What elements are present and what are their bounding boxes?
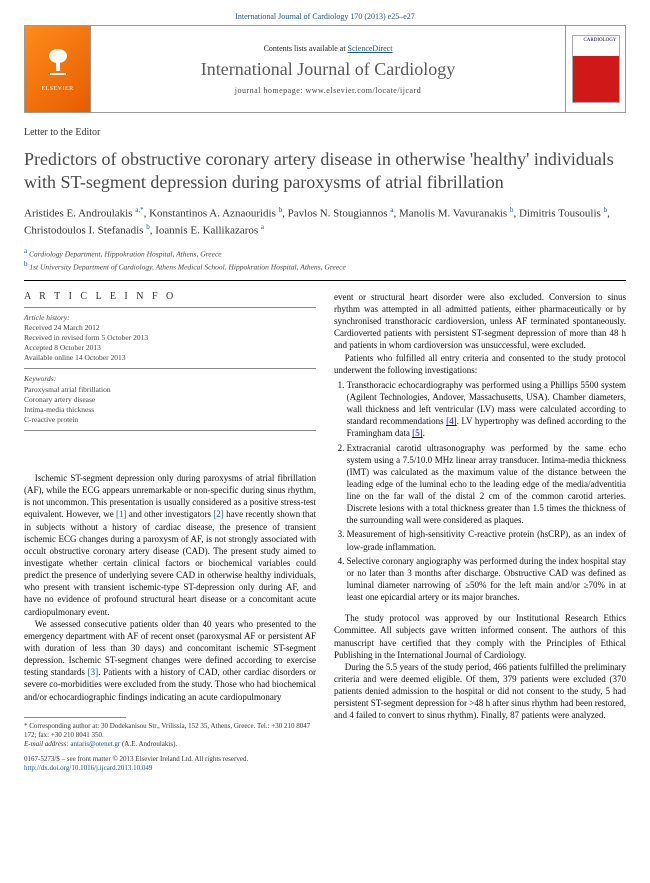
sciencedirect-link[interactable]: ScienceDirect bbox=[348, 44, 393, 53]
journal-cover: CARDIOLOGY bbox=[565, 26, 625, 112]
keywords-label: Keywords: bbox=[24, 374, 316, 384]
divider bbox=[24, 430, 316, 431]
corr-author: * Corresponding author at: 30 Dodekaniso… bbox=[24, 722, 316, 740]
affiliations: a Cardiology Department, Hippokration Ho… bbox=[24, 247, 626, 272]
history-label: Article history: bbox=[24, 313, 316, 323]
cover-thumbnail: CARDIOLOGY bbox=[572, 35, 620, 103]
copyright-line: 0167-5273/$ – see front matter © 2013 El… bbox=[24, 755, 316, 764]
journal-homepage: journal homepage: www.elsevier.com/locat… bbox=[235, 86, 422, 95]
corr-email-link[interactable]: antaris@otenet.gr bbox=[70, 740, 120, 748]
divider bbox=[24, 280, 626, 281]
body-text-left: Ischemic ST-segment depression only duri… bbox=[24, 472, 316, 703]
citation-header: International Journal of Cardiology 170 … bbox=[24, 12, 626, 21]
email-label: E-mail address: bbox=[24, 740, 69, 748]
author-list: Aristides E. Androulakis a,*, Konstantin… bbox=[24, 205, 626, 239]
copyright-block: 0167-5273/$ – see front matter © 2013 El… bbox=[24, 755, 316, 773]
email-attrib: (A.E. Androulakis). bbox=[122, 740, 177, 748]
journal-title: International Journal of Cardiology bbox=[201, 59, 455, 80]
methods-list: Transthoracic echocardiography was perfo… bbox=[334, 379, 626, 604]
article-title: Predictors of obstructive coronary arter… bbox=[24, 148, 626, 193]
publisher-name: ELSEVIER bbox=[41, 86, 73, 92]
article-history: Article history: Received 24 March 2012R… bbox=[24, 313, 316, 364]
article-info-heading: A R T I C L E I N F O bbox=[24, 291, 316, 302]
masthead-center: Contents lists available at ScienceDirec… bbox=[91, 26, 565, 112]
contents-available: Contents lists available at ScienceDirec… bbox=[264, 44, 393, 53]
keywords-block: Keywords: Paroxysmal atrial fibrillation… bbox=[24, 374, 316, 425]
article-type: Letter to the Editor bbox=[24, 127, 626, 138]
corresponding-footnote: * Corresponding author at: 30 Dodekaniso… bbox=[24, 722, 316, 749]
journal-masthead: ELSEVIER Contents lists available at Sci… bbox=[24, 25, 626, 113]
divider bbox=[24, 368, 316, 369]
publisher-logo: ELSEVIER bbox=[25, 26, 91, 112]
doi-link[interactable]: http://dx.doi.org/10.1016/j.ijcard.2013.… bbox=[24, 764, 152, 772]
elsevier-tree-icon bbox=[44, 47, 72, 83]
footnote-rule bbox=[24, 717, 126, 718]
divider bbox=[24, 307, 316, 308]
body-text-right-bottom: The study protocol was approved by our I… bbox=[334, 612, 626, 721]
cover-thumbnail-title: CARDIOLOGY bbox=[573, 38, 619, 43]
body-text-right-top: event or structural heart disorder were … bbox=[334, 291, 626, 376]
